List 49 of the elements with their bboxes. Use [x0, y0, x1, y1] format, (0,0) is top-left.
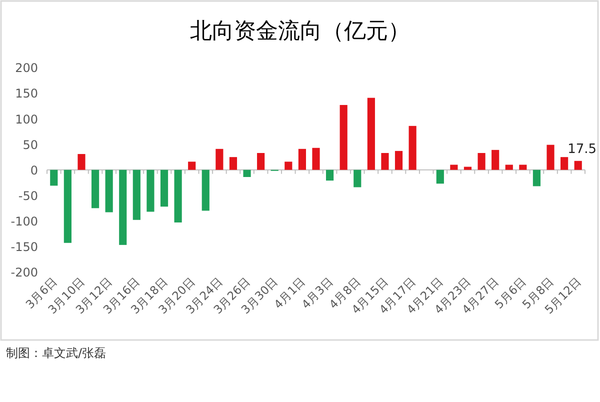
- bar: [340, 104, 348, 170]
- bar: [132, 170, 140, 220]
- y-tick-label: -200: [10, 266, 38, 280]
- y-tick-label: 100: [15, 112, 38, 126]
- data-label: 17.5: [568, 142, 597, 157]
- bar: [119, 170, 127, 245]
- bar: [436, 170, 444, 184]
- bar: [367, 98, 375, 170]
- bar: [326, 170, 334, 181]
- bar: [464, 166, 472, 170]
- chart-title: 北向资金流向（亿元）: [190, 19, 410, 44]
- bar: [188, 162, 196, 170]
- bar: [354, 170, 362, 188]
- bar: [492, 150, 500, 170]
- y-tick-label: -100: [10, 214, 38, 228]
- bar: [298, 148, 306, 170]
- bar: [312, 148, 320, 170]
- bar: [216, 148, 224, 170]
- bar: [257, 152, 265, 170]
- bar: [381, 152, 389, 170]
- bar: [64, 170, 72, 243]
- bar: [408, 126, 416, 170]
- y-tick-label: 0: [30, 163, 38, 178]
- bar: [146, 170, 154, 212]
- bar: [394, 150, 403, 170]
- bar: [450, 164, 458, 170]
- y-tick-label: -150: [10, 240, 38, 254]
- bar: [532, 170, 541, 186]
- bar: [560, 157, 568, 170]
- bar: [478, 152, 486, 170]
- text: 制图：卓文武/张磊: [6, 346, 106, 360]
- bar: [78, 154, 86, 170]
- bar: [505, 164, 513, 170]
- bar: [284, 162, 292, 170]
- bar: [91, 170, 100, 208]
- y-tick-label: 200: [15, 61, 38, 76]
- y-tick-label: 150: [15, 86, 38, 101]
- y-tick-label: -50: [18, 188, 38, 203]
- bar: [50, 170, 58, 186]
- y-tick-label: 50: [22, 138, 38, 152]
- bar: [519, 164, 527, 170]
- bar: [243, 170, 251, 177]
- bar: [202, 170, 210, 211]
- bar: [574, 160, 582, 170]
- bar: [160, 170, 168, 207]
- bar: [546, 144, 554, 170]
- bar: [174, 170, 182, 222]
- bar: [105, 170, 113, 212]
- bar: [229, 157, 238, 170]
